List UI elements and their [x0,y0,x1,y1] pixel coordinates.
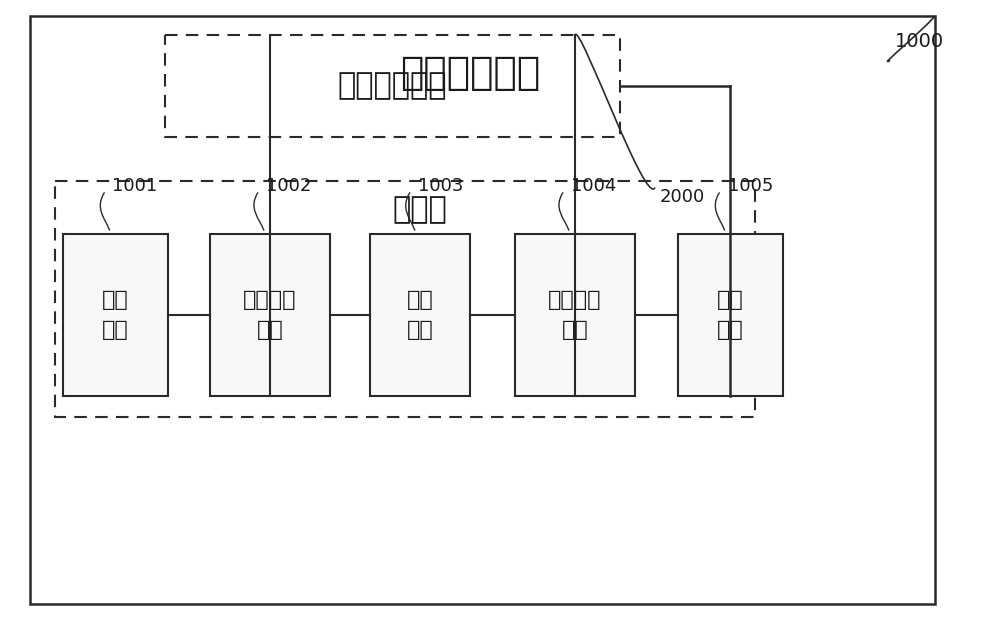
Text: 2000: 2000 [660,188,705,205]
Bar [165,35,620,137]
Bar [210,234,330,396]
Bar [55,181,755,417]
Text: 移相调制系统: 移相调制系统 [400,54,540,92]
Text: 变换器: 变换器 [393,195,447,225]
Text: 第二斩波
单元: 第二斩波 单元 [548,290,602,340]
Text: 1000: 1000 [895,32,944,51]
Bar [62,234,168,396]
Text: 1002: 1002 [266,177,311,195]
Text: 输出
单元: 输出 单元 [717,290,743,340]
Text: 移相调制模块: 移相调制模块 [338,71,447,100]
Text: 1003: 1003 [418,177,463,195]
Text: 第一斩波
单元: 第一斩波 单元 [243,290,297,340]
Bar [515,234,635,396]
Text: 1001: 1001 [112,177,158,195]
Bar [370,234,470,396]
Text: 变压
单元: 变压 单元 [407,290,433,340]
Text: 1004: 1004 [571,177,616,195]
Text: 1005: 1005 [728,177,773,195]
Bar [678,234,782,396]
Text: 输入
单元: 输入 单元 [102,290,128,340]
